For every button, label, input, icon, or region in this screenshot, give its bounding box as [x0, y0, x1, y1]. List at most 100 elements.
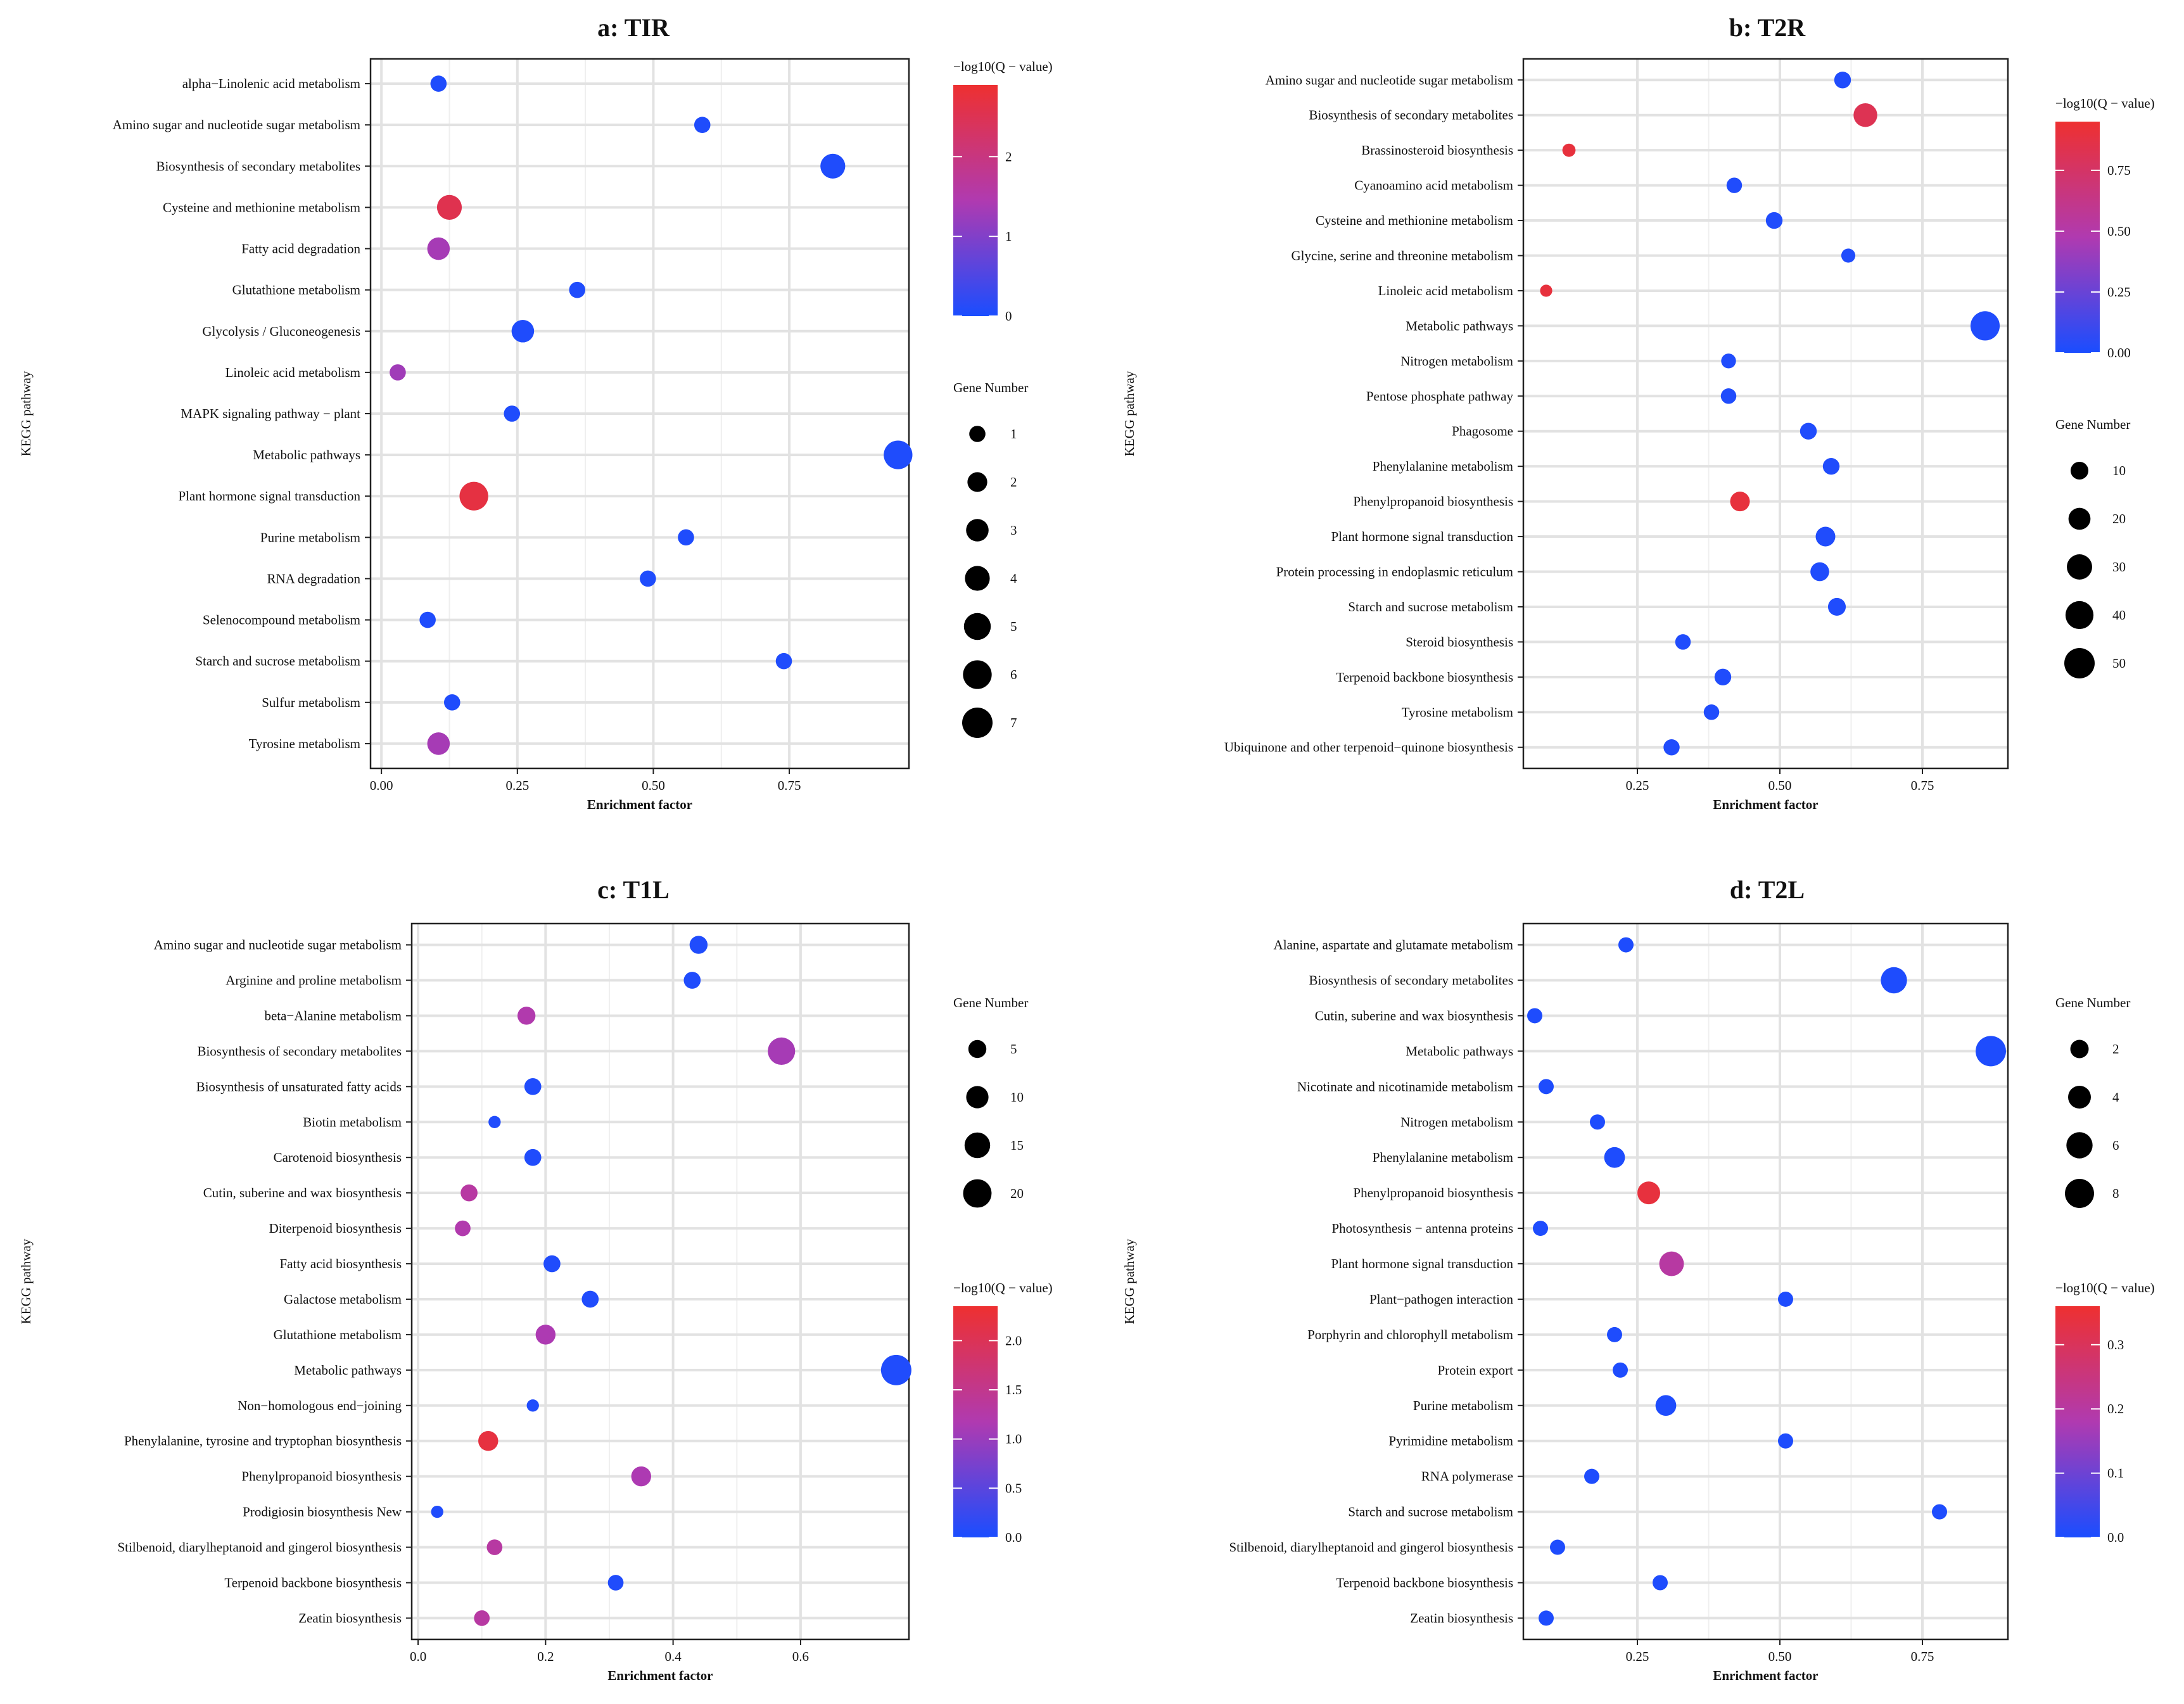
pathway-label: Ubiquinone and other terpenoid−quinone b…: [1224, 740, 1513, 755]
data-point: [1527, 1008, 1542, 1024]
size-legend-label: 1: [1010, 426, 1017, 442]
data-point: [436, 194, 462, 220]
data-point: [1822, 457, 1840, 475]
data-point: [1550, 1539, 1565, 1555]
size-legend: Gene Number 5 10 15 20: [953, 995, 1028, 1208]
data-point: [1637, 1181, 1660, 1205]
x-tick-label: 0.50: [642, 778, 665, 793]
color-legend: −log10(Q − value) 0.0 0.1 0.2 0.3: [2055, 1280, 2155, 1545]
color-legend-title: −log10(Q − value): [953, 59, 1053, 74]
data-points: [390, 75, 913, 755]
pathway-label: RNA polymerase: [1421, 1469, 1513, 1484]
color-legend-title: −log10(Q − value): [2055, 1280, 2155, 1295]
size-legend-label: 40: [2112, 607, 2126, 623]
pathway-label: Cyanoamino acid metabolism: [1354, 178, 1513, 193]
pathway-label: Non−homologous end−joining: [238, 1398, 402, 1413]
data-point: [1881, 967, 1907, 994]
size-legend-label: 6: [2112, 1138, 2119, 1153]
pathway-label: Terpenoid backbone biosynthesis: [1336, 1575, 1513, 1590]
pathway-label: Purine metabolism: [260, 530, 360, 545]
data-point: [768, 1037, 796, 1065]
data-point: [1778, 1291, 1793, 1307]
pathway-label: Phenylalanine, tyrosine and tryptophan b…: [124, 1434, 402, 1449]
panel-c: c: T1L Amino sugar and nucleotide sugar m…: [18, 875, 1053, 1683]
size-legend-dot: [966, 1086, 989, 1109]
data-point: [631, 1466, 652, 1487]
pathway-label: Selenocompound metabolism: [203, 613, 360, 628]
size-legend-dot: [962, 708, 993, 738]
pathway-label: Sulfur metabolism: [262, 695, 360, 710]
data-point: [1613, 1362, 1628, 1378]
data-point: [1703, 704, 1720, 720]
data-point: [775, 652, 792, 670]
size-legend-label: 50: [2112, 656, 2126, 671]
color-tick-label: 2.0: [1005, 1333, 1022, 1348]
pathway-label: Alanine, aspartate and glutamate metabol…: [1274, 938, 1513, 953]
panel-title: b: T2R: [1729, 13, 1806, 42]
pathway-label: Purine metabolism: [1413, 1398, 1513, 1413]
color-tick-label: 0.0: [1005, 1530, 1022, 1545]
data-point: [488, 1116, 501, 1128]
x-tick-label: 0.75: [1911, 778, 1934, 793]
plot-frame: [1522, 922, 2009, 1641]
size-legend-label: 6: [1010, 667, 1017, 682]
pathway-label: Linoleic acid metabolism: [225, 365, 360, 380]
size-legend-dot: [967, 472, 987, 492]
pathway-label: Phenylalanine metabolism: [1373, 1150, 1513, 1165]
data-point: [427, 732, 450, 755]
data-point: [1663, 739, 1680, 756]
data-point: [517, 1007, 536, 1025]
panel-b: b: T2R Amino sugar and nucleotide sugar m…: [1122, 13, 2155, 812]
size-legend-dot: [964, 1132, 991, 1159]
data-point: [511, 319, 535, 343]
pathway-label: Metabolic pathways: [253, 447, 360, 462]
pathway-label: Tyrosine metabolism: [1402, 704, 1513, 720]
pathway-label: Amino sugar and nucleotide sugar metabol…: [113, 117, 360, 132]
data-point: [1815, 526, 1836, 547]
data-point: [443, 694, 460, 711]
pathway-label: Phenylpropanoid biosynthesis: [1353, 494, 1513, 509]
data-point: [1607, 1326, 1622, 1342]
pathway-label: Diterpenoid biosynthesis: [269, 1221, 402, 1236]
color-legend-title: −log10(Q − value): [953, 1280, 1053, 1295]
data-point: [683, 972, 701, 989]
size-legend-dot: [2070, 1040, 2089, 1059]
data-point: [1533, 1221, 1548, 1237]
color-tick-label: 1: [1005, 229, 1012, 244]
x-tick-label: 0.25: [1626, 778, 1649, 793]
pathway-label: Zeatin biosynthesis: [298, 1610, 402, 1625]
pathway-label: Metabolic pathways: [294, 1363, 402, 1378]
pathway-label: Biosynthesis of secondary metabolites: [156, 158, 360, 174]
pathway-label: Pentose phosphate pathway: [1366, 388, 1514, 404]
size-legend-title: Gene Number: [953, 995, 1028, 1010]
color-tick-label: 0.50: [2107, 224, 2131, 239]
pathway-label: Phagosome: [1452, 424, 1513, 439]
data-point: [524, 1148, 542, 1166]
pathway-label: Carotenoid biosynthesis: [274, 1150, 402, 1165]
pathway-label: Cysteine and methionine metabolism: [1316, 213, 1513, 228]
data-point: [1604, 1147, 1625, 1168]
size-legend-dot: [963, 660, 992, 689]
size-legend-dot: [2067, 554, 2092, 580]
data-point: [1726, 177, 1743, 193]
color-legend: −log10(Q − value) 0.0 0.5 1.0 1.5 2.0: [953, 1280, 1053, 1545]
size-legend: Gene Number 1 2 3 4 5 6 7: [953, 380, 1028, 738]
pathway-label: Glycolysis / Gluconeogenesis: [202, 324, 360, 339]
color-tick-label: 0.00: [2107, 345, 2131, 360]
pathway-label: Glutathione metabolism: [232, 283, 360, 298]
size-legend-dot: [968, 1040, 987, 1059]
data-point: [1562, 143, 1576, 157]
size-legend-label: 20: [2112, 511, 2126, 526]
color-bar: [2055, 1306, 2100, 1537]
pathway-label: Amino sugar and nucleotide sugar metabol…: [1266, 72, 1513, 87]
data-point: [1675, 634, 1691, 650]
pathway-label: Cysteine and methionine metabolism: [163, 200, 360, 215]
pathway-label: MAPK signaling pathway − plant: [181, 406, 360, 421]
size-legend-label: 7: [1010, 715, 1017, 730]
data-point: [640, 570, 656, 587]
data-point: [419, 611, 436, 628]
pathway-label: Terpenoid backbone biosynthesis: [224, 1575, 402, 1590]
size-legend-dot: [2066, 1132, 2093, 1159]
size-legend-dot: [969, 426, 986, 442]
size-legend-label: 4: [2112, 1090, 2119, 1105]
